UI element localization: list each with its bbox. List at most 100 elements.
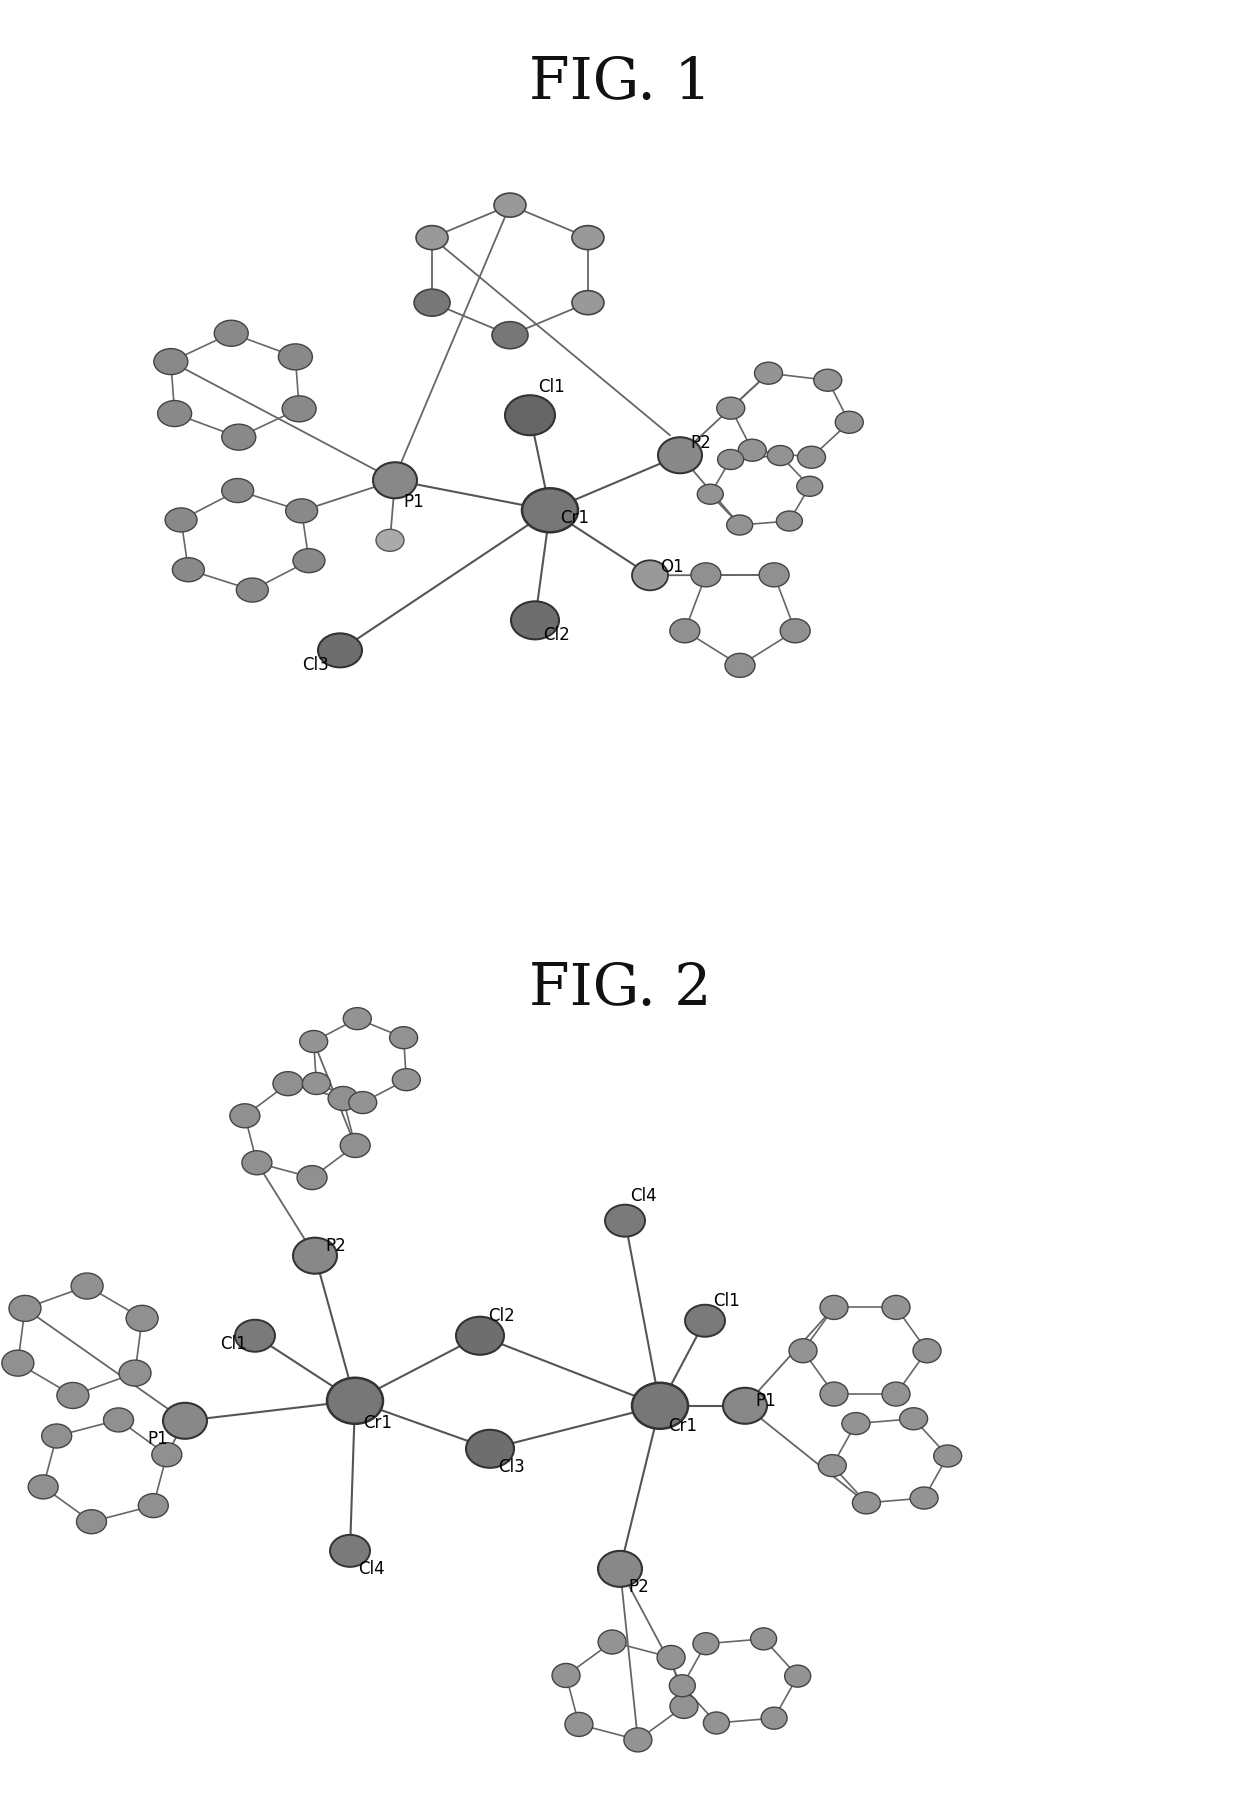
Text: Cl4: Cl4 — [630, 1187, 657, 1205]
Ellipse shape — [693, 1634, 719, 1655]
Ellipse shape — [222, 479, 254, 502]
Ellipse shape — [29, 1475, 58, 1498]
Text: P1: P1 — [403, 493, 424, 511]
Text: FIG. 2: FIG. 2 — [528, 960, 712, 1016]
Ellipse shape — [293, 549, 325, 573]
Text: O1: O1 — [660, 558, 683, 576]
Ellipse shape — [882, 1295, 910, 1320]
Ellipse shape — [785, 1666, 811, 1688]
Ellipse shape — [658, 438, 702, 474]
Ellipse shape — [157, 400, 192, 427]
Ellipse shape — [303, 1072, 330, 1095]
Ellipse shape — [852, 1491, 880, 1515]
Text: P1: P1 — [755, 1392, 776, 1410]
Ellipse shape — [717, 398, 745, 420]
Ellipse shape — [910, 1488, 939, 1509]
Ellipse shape — [718, 450, 744, 470]
Ellipse shape — [392, 1068, 420, 1091]
Ellipse shape — [373, 463, 417, 499]
Ellipse shape — [572, 225, 604, 250]
Ellipse shape — [162, 1403, 207, 1439]
Ellipse shape — [691, 564, 720, 587]
Ellipse shape — [414, 290, 450, 317]
Ellipse shape — [723, 1389, 768, 1425]
Ellipse shape — [754, 362, 782, 384]
Ellipse shape — [298, 1165, 327, 1190]
Ellipse shape — [126, 1306, 159, 1331]
Ellipse shape — [9, 1295, 41, 1322]
Ellipse shape — [215, 321, 248, 346]
Ellipse shape — [605, 1205, 645, 1237]
Ellipse shape — [836, 411, 863, 434]
Ellipse shape — [330, 1534, 370, 1567]
Ellipse shape — [285, 499, 317, 522]
Text: P1: P1 — [148, 1430, 167, 1448]
Ellipse shape — [882, 1381, 910, 1407]
Ellipse shape — [703, 1713, 729, 1734]
Text: Cr1: Cr1 — [363, 1414, 392, 1432]
Ellipse shape — [670, 1695, 698, 1718]
Ellipse shape — [913, 1338, 941, 1363]
Ellipse shape — [624, 1727, 652, 1752]
Ellipse shape — [565, 1713, 593, 1736]
Ellipse shape — [165, 508, 197, 531]
Ellipse shape — [727, 515, 753, 535]
Ellipse shape — [329, 1086, 358, 1111]
Ellipse shape — [818, 1455, 847, 1477]
Ellipse shape — [552, 1664, 580, 1688]
Text: Cl4: Cl4 — [358, 1560, 384, 1578]
Ellipse shape — [151, 1443, 182, 1466]
Ellipse shape — [154, 349, 187, 375]
Ellipse shape — [598, 1630, 626, 1653]
Text: Cr1: Cr1 — [668, 1417, 697, 1435]
Ellipse shape — [632, 560, 668, 591]
Ellipse shape — [738, 439, 766, 461]
Ellipse shape — [293, 1237, 337, 1273]
Ellipse shape — [2, 1351, 33, 1376]
Ellipse shape — [376, 529, 404, 551]
Ellipse shape — [572, 290, 604, 315]
Ellipse shape — [348, 1091, 377, 1113]
Ellipse shape — [813, 369, 842, 391]
Ellipse shape — [317, 634, 362, 668]
Ellipse shape — [598, 1551, 642, 1587]
Ellipse shape — [494, 193, 526, 218]
Ellipse shape — [697, 484, 723, 504]
Ellipse shape — [759, 564, 789, 587]
Ellipse shape — [789, 1338, 817, 1363]
Ellipse shape — [899, 1408, 928, 1430]
Ellipse shape — [242, 1151, 272, 1174]
Ellipse shape — [57, 1383, 89, 1408]
Ellipse shape — [283, 396, 316, 421]
Ellipse shape — [119, 1360, 151, 1387]
Ellipse shape — [684, 1304, 725, 1336]
Ellipse shape — [279, 344, 312, 369]
Ellipse shape — [77, 1509, 107, 1534]
Ellipse shape — [820, 1295, 848, 1320]
Ellipse shape — [522, 488, 578, 533]
Text: Cl3: Cl3 — [303, 656, 329, 674]
Ellipse shape — [657, 1646, 684, 1670]
Ellipse shape — [780, 620, 810, 643]
Text: P2: P2 — [627, 1578, 649, 1596]
Ellipse shape — [389, 1027, 418, 1048]
Text: P2: P2 — [689, 434, 711, 452]
Ellipse shape — [768, 445, 794, 465]
Text: Cl1: Cl1 — [713, 1291, 740, 1309]
Ellipse shape — [237, 578, 268, 602]
Ellipse shape — [71, 1273, 103, 1299]
Ellipse shape — [273, 1072, 303, 1095]
Text: P2: P2 — [325, 1237, 346, 1255]
Ellipse shape — [466, 1430, 515, 1468]
Ellipse shape — [511, 602, 559, 639]
Text: Cl2: Cl2 — [543, 627, 569, 645]
Text: Cl1: Cl1 — [219, 1335, 247, 1353]
Ellipse shape — [456, 1317, 503, 1354]
Ellipse shape — [103, 1408, 134, 1432]
Ellipse shape — [222, 425, 255, 450]
Ellipse shape — [761, 1707, 787, 1729]
Ellipse shape — [139, 1493, 169, 1518]
Ellipse shape — [343, 1007, 371, 1030]
Ellipse shape — [776, 511, 802, 531]
Ellipse shape — [934, 1444, 962, 1468]
